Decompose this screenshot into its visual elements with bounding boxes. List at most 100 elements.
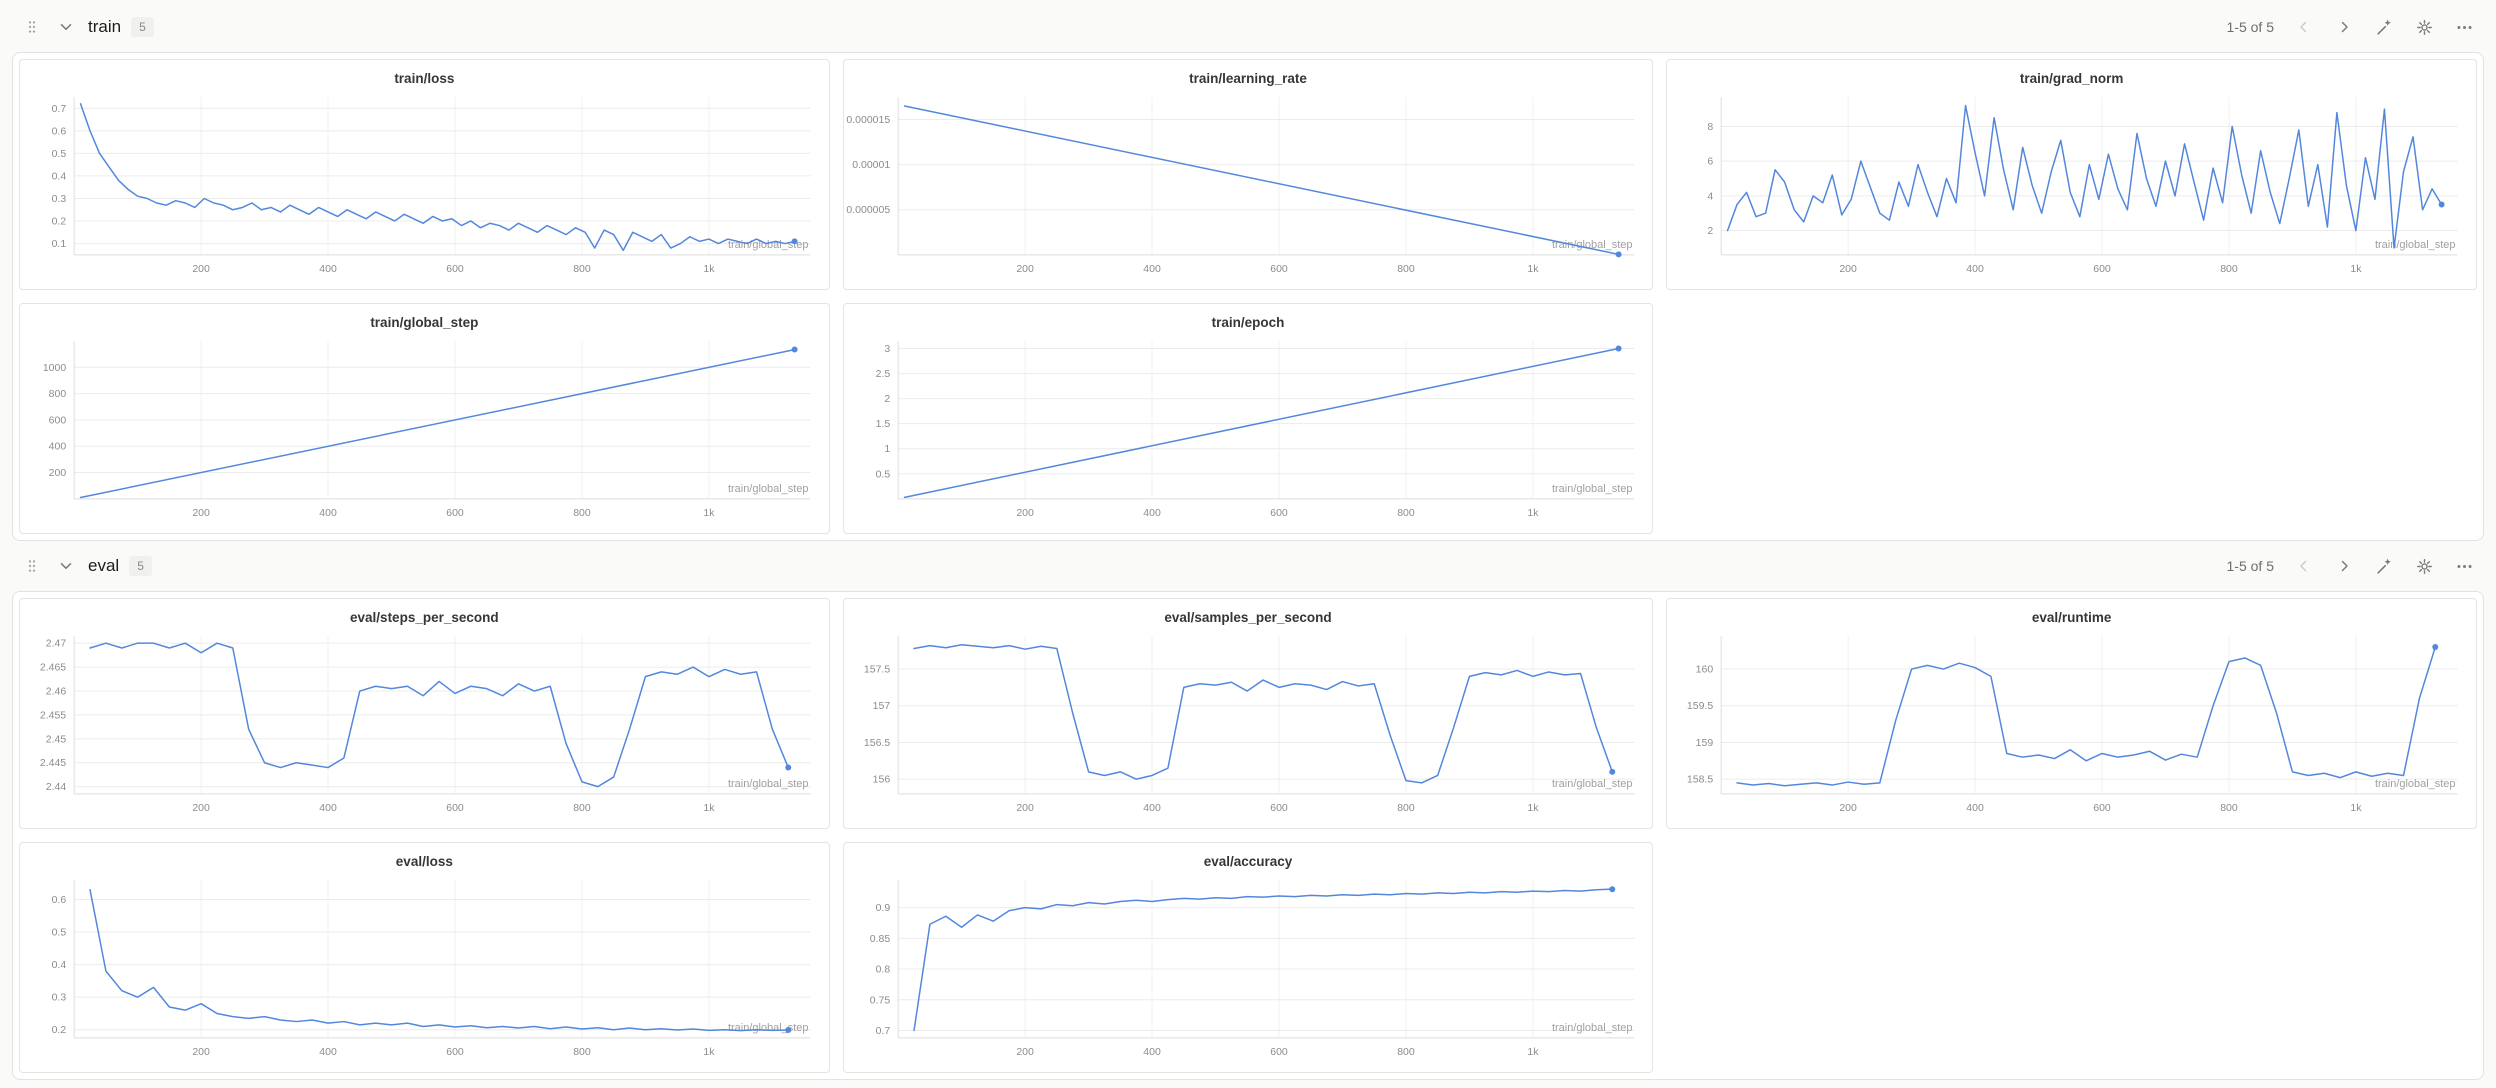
svg-text:600: 600 [2094,803,2112,814]
panel-train-learning_rate[interactable]: train/learning_rate 200 400 600 800 1k 0.0000… [842,59,1654,290]
svg-text:0.6: 0.6 [52,895,67,906]
panel-eval-accuracy[interactable]: eval/accuracy 200 400 600 800 1k 0.7 0.75 0.8 0.… [842,842,1654,1073]
svg-text:1k: 1k [1527,264,1539,275]
svg-text:1: 1 [884,444,890,455]
svg-text:0.4: 0.4 [52,172,67,183]
svg-text:800: 800 [1397,1047,1415,1058]
panel-eval-steps_per_second[interactable]: eval/steps_per_second 200 400 600 800 1k 2.44… [19,598,830,829]
panel-grid-container-eval: eval/steps_per_second 200 400 600 800 1k 2.44… [12,591,2484,1080]
page-prev-button[interactable] [2292,15,2316,39]
section-title: eval [88,556,120,575]
section-title: train [88,17,122,36]
panel-train-grad_norm[interactable]: train/grad_norm 200 400 600 800 1k 2 4 6 8 train/… [1666,59,2477,290]
svg-text:600: 600 [446,803,464,814]
panel-train-global_step[interactable]: train/global_step 200 400 600 800 1k 200 400 60… [19,303,830,534]
chart-title: eval/runtime [2031,610,2112,625]
page-prev-button[interactable] [2292,554,2316,578]
chart-title: train/loss [394,71,455,86]
svg-text:0.000015: 0.000015 [846,115,890,126]
svg-text:400: 400 [1143,264,1161,275]
svg-text:800: 800 [49,389,67,400]
svg-text:600: 600 [1270,264,1288,275]
svg-text:0.9: 0.9 [875,903,890,914]
chart-plot: 200 400 600 800 1k 0.1 0.2 0.3 0.4 0.5 0.6 0.7 train… [52,97,811,275]
svg-text:600: 600 [1270,803,1288,814]
overflow-menu-icon[interactable] [2452,554,2476,578]
svg-text:600: 600 [446,508,464,519]
overflow-menu-icon[interactable] [2452,15,2476,39]
panel-section-train: train 5 1-5 of 5 [12,2,2484,541]
svg-text:200: 200 [1840,803,1858,814]
panel-count-badge: 5 [131,17,154,37]
svg-text:200: 200 [1016,1047,1034,1058]
wand-icon[interactable] [2372,15,2396,39]
drag-handle-icon[interactable] [20,15,44,39]
svg-text:159.5: 159.5 [1687,701,1713,712]
collapse-chevron-down-icon[interactable] [54,15,78,39]
chart-plot: 200 400 600 800 1k 0.2 0.3 0.4 0.5 0.6 train/globa… [52,880,811,1058]
page-next-button[interactable] [2332,554,2356,578]
panel-eval-samples_per_second[interactable]: eval/samples_per_second 200 400 600 800 1k 15… [842,598,1654,829]
svg-text:0.7: 0.7 [52,104,67,115]
svg-text:600: 600 [49,416,67,427]
svg-text:0.1: 0.1 [52,239,67,250]
svg-text:600: 600 [1270,508,1288,519]
panel-train-loss[interactable]: train/loss 200 400 600 800 1k 0.1 0.2 0.3 0.4 0.5… [19,59,830,290]
svg-text:train/global_step: train/global_step [2375,239,2456,251]
page-next-button[interactable] [2332,15,2356,39]
svg-text:600: 600 [1270,1047,1288,1058]
chart-title: train/grad_norm [2019,71,2124,86]
chart-plot: 200 400 600 800 1k 2.44 2.445 2.45 2.455 2.46 2.46… [40,636,811,814]
svg-text:160: 160 [1696,665,1714,676]
svg-text:train/global_step: train/global_step [728,239,809,251]
section-header-eval: eval 5 1-5 of 5 [12,541,2484,591]
gear-icon[interactable] [2412,554,2436,578]
chart-title: eval/samples_per_second [1164,610,1332,625]
panel-eval-runtime[interactable]: eval/runtime 200 400 600 800 1k 158.5 159 159.5… [1666,598,2477,829]
panel-section-eval: eval 5 1-5 of 5 [12,541,2484,1080]
chart-plot: 200 400 600 800 1k 2 4 6 8 train/global_step [1708,97,2458,275]
svg-text:1.5: 1.5 [875,419,890,430]
svg-text:0.00001: 0.00001 [852,160,890,171]
svg-text:0.8: 0.8 [875,965,890,976]
svg-text:1k: 1k [1527,508,1539,519]
pagination-label: 1-5 of 5 [2226,19,2274,35]
svg-text:159: 159 [1696,738,1714,749]
svg-text:200: 200 [192,264,210,275]
collapse-chevron-down-icon[interactable] [54,554,78,578]
svg-text:6: 6 [1708,157,1714,168]
svg-text:400: 400 [319,508,337,519]
svg-text:1k: 1k [2351,264,2363,275]
svg-text:800: 800 [1397,508,1415,519]
svg-text:200: 200 [1016,508,1034,519]
svg-text:200: 200 [192,1047,210,1058]
drag-handle-icon[interactable] [20,554,44,578]
svg-text:156: 156 [872,775,890,786]
svg-text:800: 800 [573,803,591,814]
svg-text:800: 800 [1397,264,1415,275]
charts-grid-eval: eval/steps_per_second 200 400 600 800 1k 2.44… [19,598,2477,1073]
svg-text:1k: 1k [2351,803,2363,814]
wand-icon[interactable] [2372,554,2396,578]
svg-text:3: 3 [884,344,890,355]
section-header-train: train 5 1-5 of 5 [12,2,2484,52]
panel-eval-loss[interactable]: eval/loss 200 400 600 800 1k 0.2 0.3 0.4 0.5 0.6 t… [19,842,830,1073]
svg-text:600: 600 [2094,264,2112,275]
svg-text:400: 400 [1143,803,1161,814]
svg-text:157: 157 [872,701,890,712]
svg-text:2.465: 2.465 [40,663,66,674]
svg-text:158.5: 158.5 [1687,775,1713,786]
svg-text:800: 800 [2221,264,2239,275]
svg-text:0.6: 0.6 [52,127,67,138]
panel-grid-container-train: train/loss 200 400 600 800 1k 0.1 0.2 0.3 0.4 0.5… [12,52,2484,541]
panel-train-epoch[interactable]: train/epoch 200 400 600 800 1k 0.5 1 1.5 2 2.5 3 tr… [842,303,1654,534]
svg-text:1k: 1k [703,803,715,814]
svg-text:400: 400 [319,1047,337,1058]
chart-plot: 200 400 600 800 1k 200 400 600 800 1000 train/glob… [43,341,811,519]
svg-text:1k: 1k [1527,1047,1539,1058]
svg-text:train/global_step: train/global_step [1552,239,1633,251]
svg-text:0.2: 0.2 [52,217,67,228]
gear-icon[interactable] [2412,15,2436,39]
svg-text:800: 800 [573,264,591,275]
